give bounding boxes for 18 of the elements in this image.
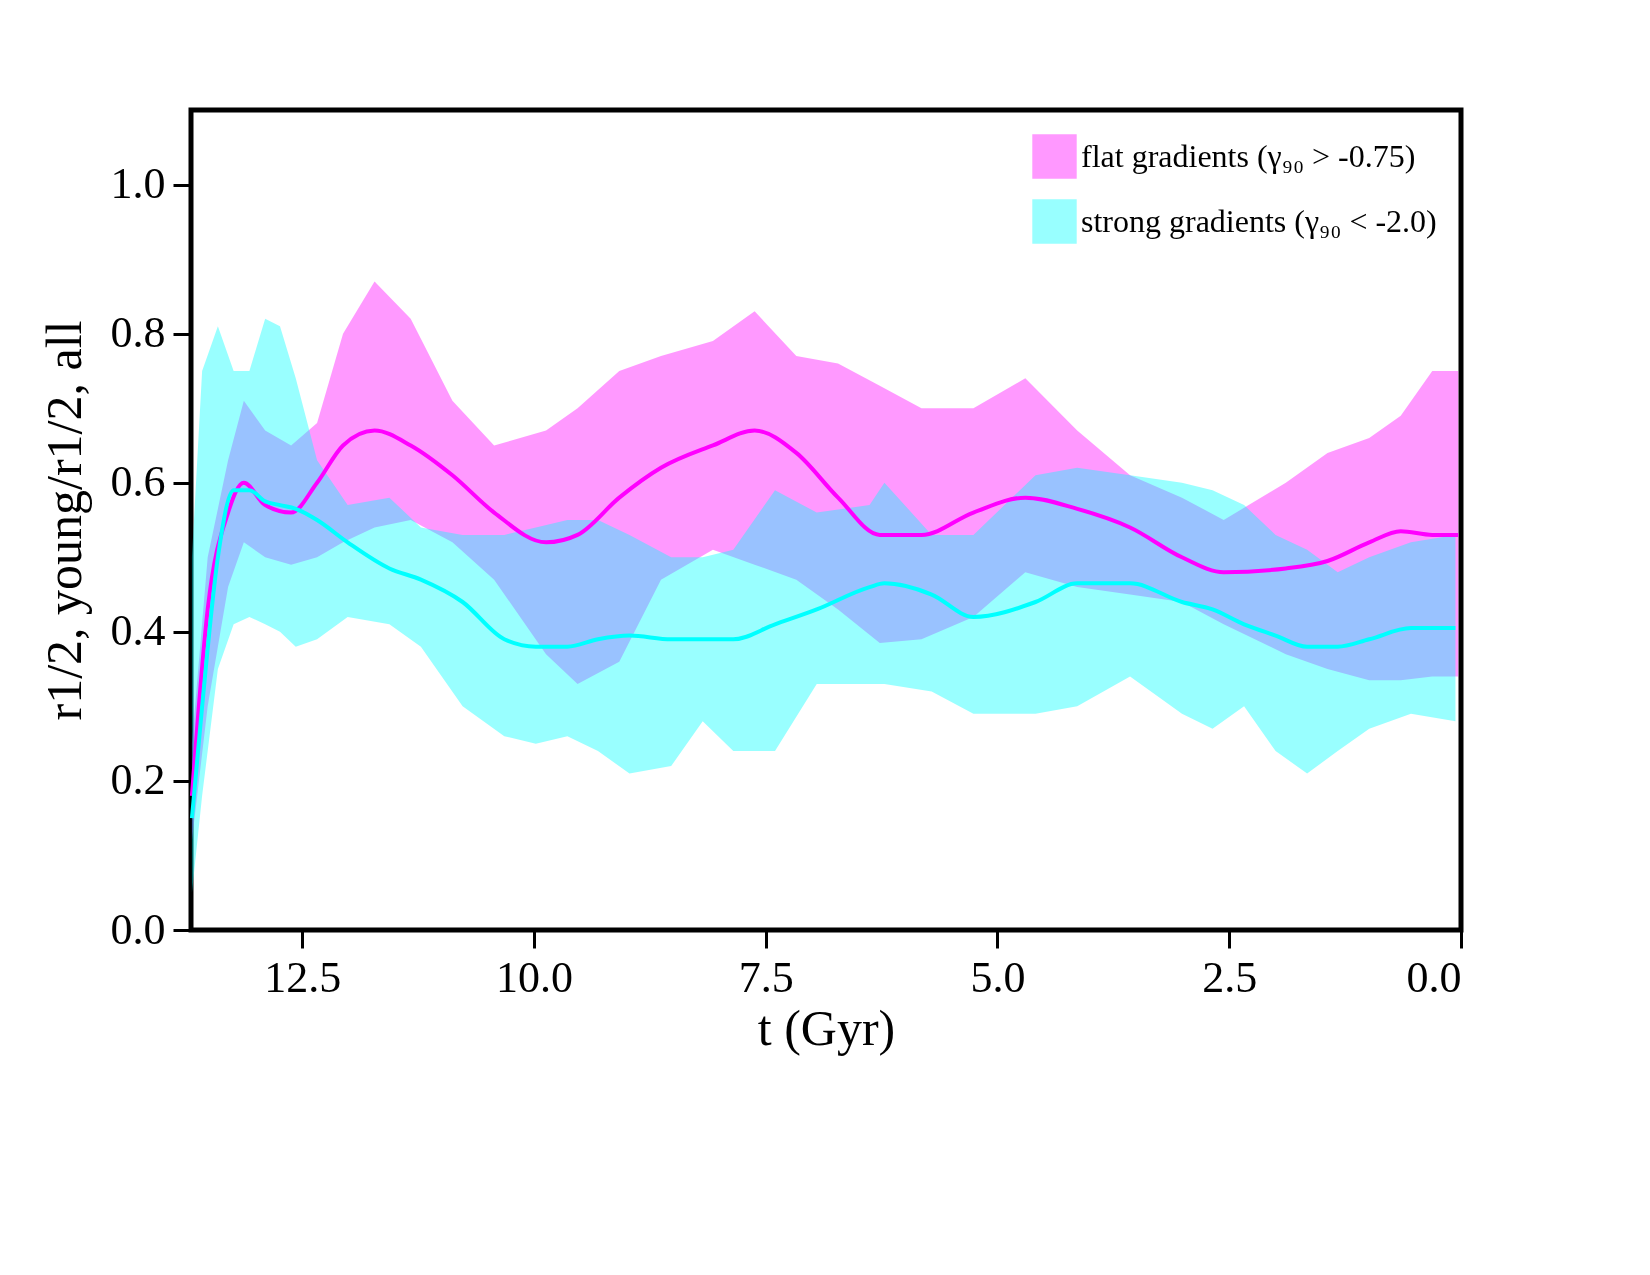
x-tick-label: 12.5 — [264, 952, 342, 1002]
y-tick-label: 0.0 — [110, 904, 166, 954]
x-tick-label: 10.0 — [495, 952, 573, 1002]
y-tick-label: 0.4 — [110, 606, 166, 656]
x-tick-label: 0.0 — [1406, 952, 1462, 1002]
x-tick-label: 5.0 — [970, 952, 1026, 1002]
legend-label: flat gradients (γ₉₀ > -0.75) — [1081, 137, 1416, 174]
y-axis-title: r1/2, young/r1/2, all — [35, 320, 92, 721]
x-tick-label: 7.5 — [738, 952, 794, 1002]
x-axis-title: t (Gyr) — [757, 999, 896, 1056]
y-tick-label: 0.6 — [110, 457, 166, 507]
x-tick-label: 2.5 — [1202, 952, 1258, 1002]
legend-label: strong gradients (γ₉₀ < -2.0) — [1081, 202, 1437, 239]
line-series — [189, 428, 1461, 798]
y-tick-label: 1.0 — [110, 159, 166, 209]
y-tick-label: 0.8 — [110, 308, 166, 358]
y-tick-label: 0.2 — [110, 755, 166, 805]
line-series — [189, 488, 1458, 821]
